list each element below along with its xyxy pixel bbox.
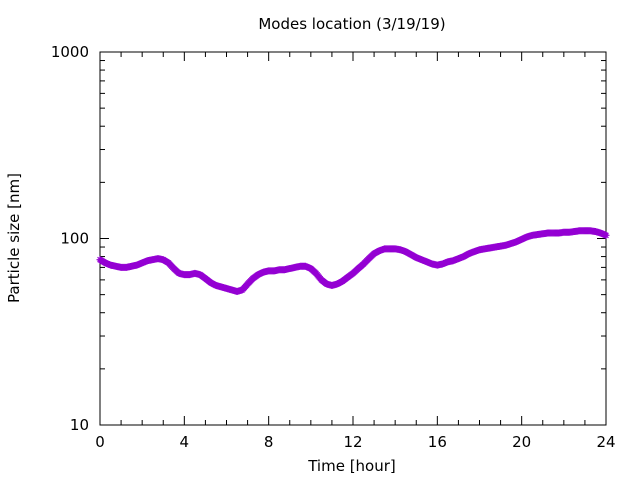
x-axis-label: Time [hour]	[307, 457, 396, 475]
y-tick-label: 10	[70, 416, 89, 434]
x-tick-label: 20	[512, 433, 531, 451]
y-tick-labels: 10 100 1000	[51, 43, 89, 434]
x-tick-label: 16	[428, 433, 447, 451]
x-tick-label: 24	[596, 433, 615, 451]
axis-ticks	[99, 51, 607, 426]
x-tick-label: 4	[180, 433, 190, 451]
y-axis-label: Particle size [nm]	[5, 173, 23, 303]
x-tick-label: 8	[264, 433, 274, 451]
y-tick-label: 1000	[51, 43, 89, 61]
data-point-marker	[602, 231, 610, 239]
series-line	[98, 228, 607, 294]
x-tick-labels: 0 4 8 12 16 20 24	[95, 433, 615, 451]
x-tick-label: 12	[343, 433, 362, 451]
x-tick-label: 0	[95, 433, 105, 451]
chart-title: Modes location (3/19/19)	[258, 15, 445, 33]
y-tick-label: 100	[60, 230, 89, 248]
data-series	[96, 227, 610, 295]
